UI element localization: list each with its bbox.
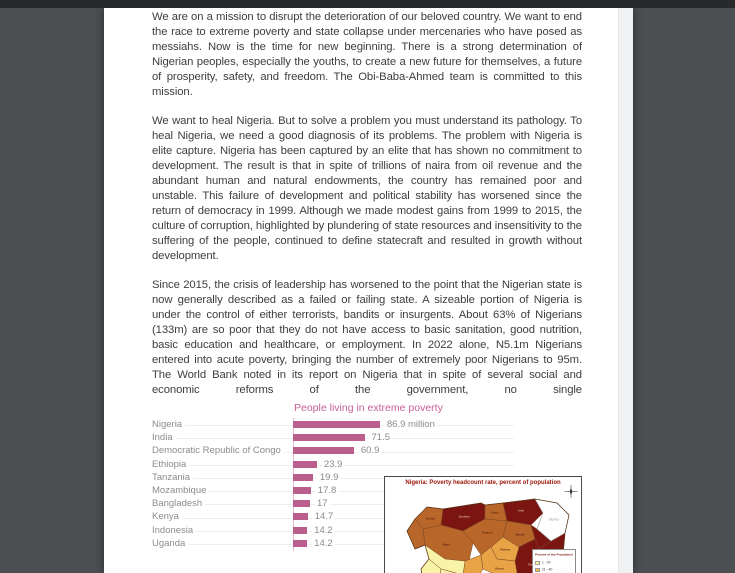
state-label: Yobe — [517, 509, 525, 513]
nigeria-outline — [406, 498, 570, 573]
chart-category-label: Democratic Republic of Congo — [152, 445, 293, 457]
state-label: Benue — [495, 567, 505, 571]
chart-category-label: Nigeria — [152, 419, 293, 431]
chart-value-label: 14.2 — [312, 524, 335, 536]
chart-category-label: Bangladesh — [152, 498, 293, 510]
chart-value-label: 17.8 — [315, 485, 339, 497]
chart-row: Democratic Republic of Congo 60.9 — [152, 444, 592, 457]
state-label: Zamfara — [458, 515, 470, 519]
state-label: Sokoto — [425, 517, 436, 521]
chart-bar — [293, 539, 308, 547]
chart-value-label: 14.2 — [312, 537, 335, 549]
chart-category-label: Tanzania — [152, 471, 293, 483]
chart-bar — [293, 487, 311, 495]
chart-category-label: Ethiopia — [152, 458, 293, 470]
chart-value-label: 71.5 — [369, 432, 392, 444]
chart-row: India 71.5 — [152, 431, 592, 444]
map-legend-title: Percent of the Population — [535, 553, 573, 557]
page-right-gutter — [618, 8, 633, 573]
state-label-borno: Borno — [549, 518, 559, 522]
chart-bar — [293, 473, 313, 481]
chart-row: Tanzania 19.9 — [152, 471, 592, 484]
chart-value-label: 17 — [315, 498, 330, 510]
north-compass-icon — [564, 485, 578, 498]
chart-title: People living in extreme poverty — [294, 402, 443, 414]
paragraph-heal-nigeria: We want to heal Nigeria. But to solve a … — [152, 115, 582, 262]
map-legend-rows: 1 - 20 21 - 40 — [535, 560, 573, 573]
state-label: Niger — [442, 543, 450, 547]
chart-value-label: 23.9 — [321, 458, 345, 470]
map-title: Nigeria: Poverty headcount rate, percent… — [405, 480, 561, 486]
chart-bar — [293, 421, 380, 429]
paragraph-mission: We are on a mission to disrupt the deter… — [152, 11, 582, 98]
map-legend: Percent of the Population 1 - 20 21 - 40 — [532, 549, 576, 573]
chart-category-label: Uganda — [152, 537, 293, 549]
chart-bar — [293, 513, 308, 521]
map-legend-item: 1 - 20 — [535, 560, 573, 566]
state-label: Kano — [491, 511, 499, 515]
chart-bar — [293, 526, 308, 534]
chart-bar — [293, 447, 354, 455]
chart-value-label: 19.9 — [317, 471, 341, 483]
legend-range-label: 1 - 20 — [542, 560, 551, 565]
body-text: We are on a mission to disrupt the deter… — [152, 10, 582, 412]
chart-category-label: Indonesia — [152, 524, 293, 536]
nigeria-choropleth — [406, 485, 578, 573]
chart-category-label: India — [152, 432, 293, 444]
chart-bar — [293, 434, 365, 442]
window-top-bar — [0, 0, 735, 8]
map-legend-item: 21 - 40 — [535, 567, 573, 573]
chart-value-label: 60.9 — [358, 445, 382, 457]
chart-category-label: Kenya — [152, 511, 293, 523]
chart-row: Nigeria 86.9 million — [152, 418, 592, 431]
chart-row: Uganda 14.2 — [152, 537, 592, 550]
chart-row: Kenya 14.7 — [152, 510, 592, 523]
chart-axis-line — [293, 418, 294, 551]
chart-row: Ethiopia 23.9 — [152, 458, 592, 471]
chart-category-label: Mozambique — [152, 485, 293, 497]
chart-value-label: 14.7 — [312, 511, 336, 523]
extreme-poverty-bar-chart: People living in extreme poverty Nigeria… — [152, 401, 592, 551]
chart-value-label: 86.9 million — [384, 419, 437, 431]
document-page: We are on a mission to disrupt the deter… — [104, 8, 633, 573]
state-label: Bauchi — [515, 533, 525, 537]
nigeria-poverty-map: Nigeria: Poverty headcount rate, percent… — [384, 476, 582, 573]
legend-range-label: 21 - 40 — [542, 568, 553, 572]
state-label: Kaduna — [482, 531, 493, 535]
paragraph-since-2015: Since 2015, the crisis of leadership has… — [152, 279, 582, 396]
chart-row: Indonesia 14.2 — [152, 524, 592, 537]
chart-bar — [293, 500, 310, 508]
state-label: Plateau — [500, 548, 511, 552]
legend-color-swatch — [535, 568, 540, 572]
legend-color-swatch — [535, 560, 540, 565]
chart-bar — [293, 460, 317, 468]
chart-rows: Nigeria 86.9 million India 71.5 Democratic R… — [152, 418, 592, 551]
chart-row: Mozambique 17.8 — [152, 484, 592, 497]
state-label: Taraba — [527, 563, 537, 567]
chart-row: Bangladesh 17 — [152, 497, 592, 510]
